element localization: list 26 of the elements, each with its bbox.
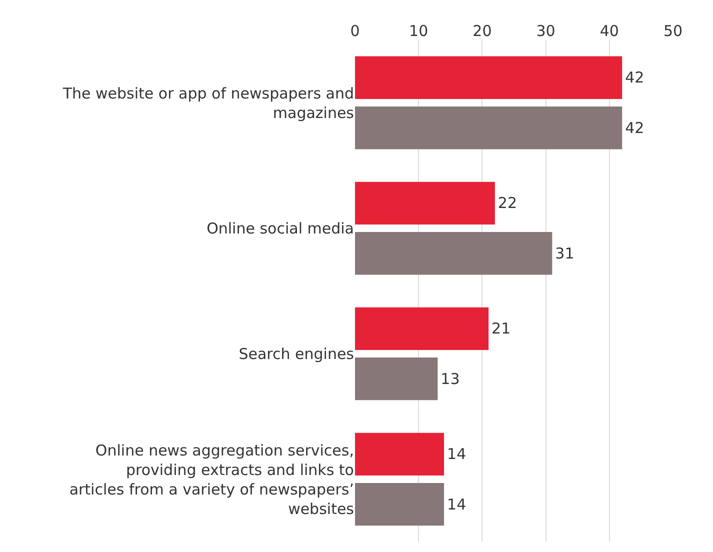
data-label: 14 (447, 495, 466, 514)
data-label: 42 (625, 118, 644, 137)
x-tick-label: 10 (409, 22, 428, 40)
x-tick-label: 30 (536, 22, 556, 40)
data-label: 42 (625, 68, 644, 87)
y-tick-label: The website or app of newspapers and magazines (62, 84, 354, 122)
data-label: 22 (498, 194, 518, 212)
bar (355, 182, 495, 224)
data-label: 21 (492, 320, 511, 338)
bar (355, 232, 552, 275)
data-label: 31 (555, 244, 574, 262)
data-label: 13 (440, 370, 460, 388)
y-tick-label: Online social media (206, 220, 354, 238)
bar (355, 307, 489, 350)
x-tick-label: 40 (600, 22, 619, 40)
bar (355, 483, 444, 526)
data-label: 14 (447, 445, 466, 464)
x-tick-label: 0 (350, 22, 360, 40)
bar (355, 358, 438, 400)
bar (355, 56, 622, 99)
y-tick-label: Online news aggregation services, providing extracts and links to articles from a variety of newspapers’ websites (69, 441, 354, 518)
bar (355, 432, 444, 476)
bar (355, 106, 622, 150)
x-tick-label: 50 (663, 22, 683, 40)
x-tick-label: 20 (472, 22, 492, 40)
y-tick-label: Search engines (238, 345, 354, 363)
